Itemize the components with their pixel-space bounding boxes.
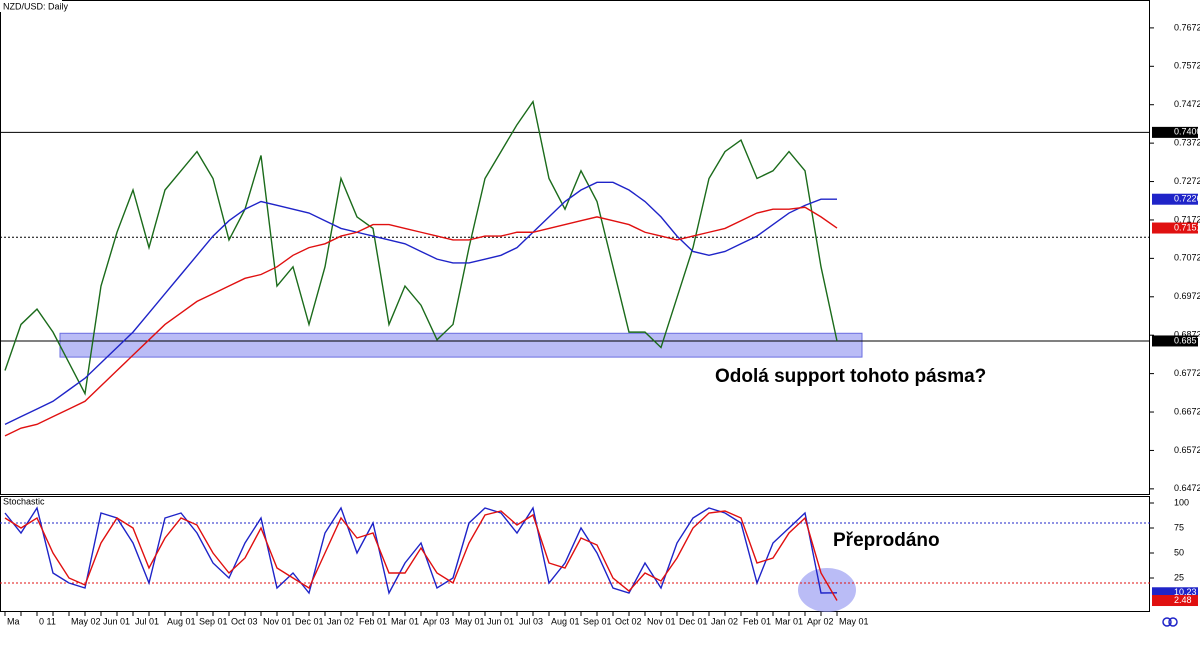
- chart-title: NZD/USD: Daily: [3, 1, 69, 11]
- x-tick-label: May 02: [71, 616, 101, 626]
- series-line: [4, 99, 838, 396]
- y-tick-label: 0.7672: [1174, 22, 1200, 32]
- price-tag-label: 2.48: [1174, 595, 1192, 605]
- y-tick-label: 0.6772: [1174, 368, 1200, 378]
- series-line: [4, 506, 838, 595]
- x-tick-label: Jul 03: [519, 616, 543, 626]
- y-tick-label: 0.7472: [1174, 99, 1200, 109]
- x-tick-label: 0 11: [39, 616, 56, 626]
- x-tick-label: Aug 01: [551, 616, 580, 626]
- x-tick-label: Jul 01: [135, 616, 159, 626]
- price-tag: [1152, 595, 1198, 607]
- y-tick-label: 100: [1174, 497, 1189, 507]
- annotation: Přeprodáno: [833, 530, 940, 551]
- price-tag: [1152, 222, 1198, 234]
- x-tick-label: Oct 02: [615, 616, 642, 626]
- price-tag: [1152, 335, 1198, 347]
- y-tick-label: 0.6872: [1174, 330, 1200, 340]
- annotation: Odolá support tohoto pásma?: [715, 366, 986, 387]
- x-tick-label: Oct 03: [231, 616, 258, 626]
- y-tick-label: 0.6672: [1174, 406, 1200, 416]
- x-tick-label: Jan 02: [711, 616, 738, 626]
- y-tick-label: 0.6472: [1174, 483, 1200, 493]
- y-tick-label: 0.7172: [1174, 214, 1200, 224]
- x-tick-label: Jan 02: [327, 616, 354, 626]
- x-tick-label: May 01: [455, 616, 485, 626]
- x-tick-label: Dec 01: [295, 616, 324, 626]
- x-tick-label: Nov 01: [647, 616, 676, 626]
- price-tag-label: 0.7400: [1174, 127, 1200, 137]
- x-tick-label: Feb 01: [359, 616, 387, 626]
- y-tick-label: 0.6972: [1174, 291, 1200, 301]
- x-tick-label: Mar 01: [775, 616, 803, 626]
- y-tick-label: 0.7272: [1174, 176, 1200, 186]
- x-tick-label: Nov 01: [263, 616, 292, 626]
- series-line: [4, 181, 837, 425]
- price-tag: [1152, 587, 1198, 599]
- main-panel-frame: [0, 0, 1150, 495]
- x-tick-label: Jun 01: [103, 616, 130, 626]
- series-line: [4, 206, 838, 437]
- y-tick-label: 0.6572: [1174, 445, 1200, 455]
- x-tick-label: Apr 03: [423, 616, 450, 626]
- price-tag-label: 0.6857: [1174, 335, 1200, 345]
- series-line: [4, 510, 838, 601]
- price-tag: [1152, 126, 1198, 138]
- x-tick-label: Sep 01: [583, 616, 612, 626]
- x-tick-label: Apr 02: [807, 616, 834, 626]
- title-bg: [0, 0, 62, 12]
- x-tick-label: Aug 01: [167, 616, 196, 626]
- price-tag-label: 0.7151: [1174, 222, 1200, 232]
- price-tag-label: 0.7226: [1174, 194, 1200, 204]
- y-tick-label: 0.7072: [1174, 253, 1200, 263]
- stoch-panel-frame: [0, 496, 1150, 612]
- y-tick-label: 0.7372: [1174, 138, 1200, 148]
- y-tick-label: 0.7572: [1174, 61, 1200, 71]
- highlight-circle: [798, 568, 856, 612]
- x-tick-label: Ma: [7, 616, 20, 626]
- y-tick-label: 50: [1174, 547, 1184, 557]
- x-tick-label: Sep 01: [199, 616, 228, 626]
- price-tag-label: 10.23: [1174, 587, 1197, 597]
- x-tick-label: Dec 01: [679, 616, 708, 626]
- panel-title: Stochastic: [3, 496, 45, 506]
- support-zone: [59, 332, 863, 358]
- link-icon: [1162, 617, 1178, 627]
- x-tick-label: May 01: [839, 616, 869, 626]
- y-tick-label: 75: [1174, 522, 1184, 532]
- price-tag: [1152, 193, 1198, 205]
- x-tick-label: Jun 01: [487, 616, 514, 626]
- x-tick-label: Feb 01: [743, 616, 771, 626]
- x-tick-label: Mar 01: [391, 616, 419, 626]
- y-tick-label: 25: [1174, 572, 1184, 582]
